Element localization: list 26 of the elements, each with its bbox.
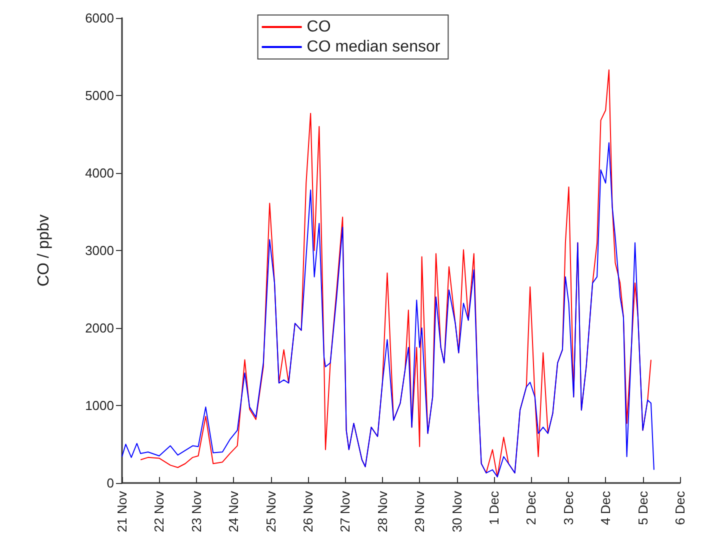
x-tick-label: 4 Dec (598, 490, 614, 525)
legend-label: CO (306, 18, 331, 36)
y-tick-label: 5000 (85, 88, 114, 103)
x-tick-label: 21 Nov (114, 490, 130, 532)
x-tick-label: 27 Nov (338, 490, 353, 532)
legend-label: CO median sensor (306, 38, 441, 56)
y-axis-title: CO / ppbv (36, 214, 52, 287)
x-tick-label: 30 Nov (449, 490, 464, 532)
x-tick-label: 23 Nov (188, 490, 204, 532)
x-tick-label: 25 Nov (263, 490, 278, 532)
x-tick-label: 24 Nov (226, 490, 242, 532)
y-tick-label: 0 (106, 476, 114, 490)
y-tick-label: 3000 (85, 243, 114, 258)
y-tick-label: 1000 (85, 398, 114, 413)
x-tick-label: 28 Nov (374, 490, 390, 532)
y-tick-label: 2000 (85, 320, 114, 336)
x-tick-label: 22 Nov (152, 490, 167, 532)
x-tick-label: 29 Nov (412, 490, 428, 532)
x-tick-label: 3 Dec (560, 490, 576, 525)
x-tick-label: 1 Dec (486, 490, 502, 525)
y-tick-label: 6000 (85, 10, 114, 26)
x-tick-label: 2 Dec (524, 490, 539, 525)
x-tick-label: 5 Dec (635, 490, 650, 525)
y-tick-label: 4000 (85, 166, 114, 180)
x-tick-label: 26 Nov (300, 490, 316, 532)
x-tick-label: 6 Dec (672, 490, 688, 525)
